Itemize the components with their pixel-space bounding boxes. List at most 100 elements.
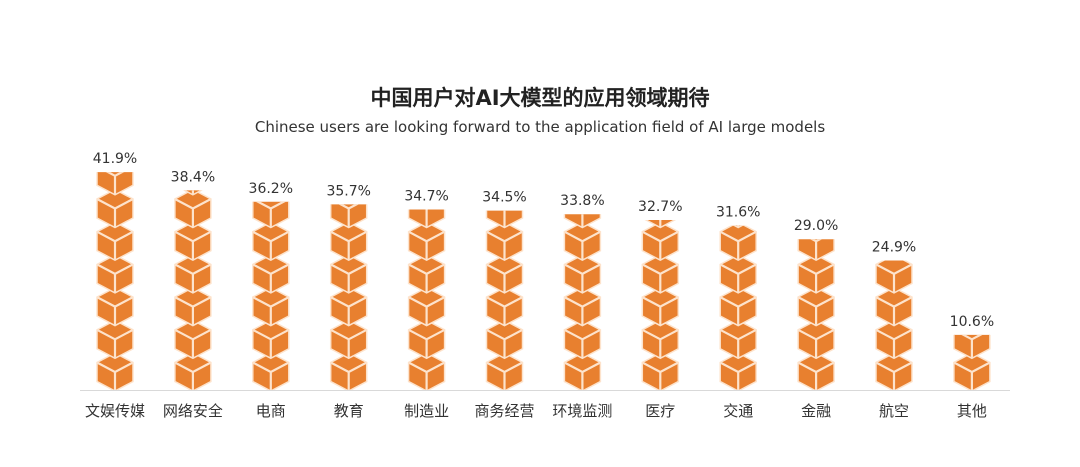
cube-icon bbox=[797, 352, 835, 390]
cube-icon bbox=[875, 352, 913, 390]
cube-icon bbox=[329, 204, 368, 229]
x-tick-label: 交通 bbox=[723, 402, 753, 420]
x-tick-label: 金融 bbox=[801, 402, 831, 420]
cube-icon bbox=[485, 221, 524, 262]
cube-icon bbox=[485, 210, 524, 229]
bar bbox=[953, 334, 991, 391]
cube-icon bbox=[875, 260, 913, 294]
data-label: 41.9% bbox=[93, 151, 137, 167]
cube-icon bbox=[563, 214, 602, 229]
cube-icon bbox=[96, 221, 134, 262]
cube-icon bbox=[252, 319, 290, 360]
bar bbox=[252, 201, 290, 390]
cube-icon bbox=[174, 190, 212, 229]
chart-subtitle: Chinese users are looking forward to the… bbox=[254, 118, 826, 136]
cube-icon bbox=[563, 221, 602, 262]
cube-icon bbox=[563, 352, 602, 390]
cube-icon bbox=[563, 319, 602, 360]
cube-icon bbox=[719, 286, 757, 327]
cube-icon bbox=[563, 254, 602, 294]
data-label: 24.9% bbox=[872, 240, 916, 256]
bar bbox=[719, 225, 757, 390]
cube-icon bbox=[485, 319, 524, 360]
cube-icon bbox=[485, 254, 524, 294]
x-tick-label: 环境监测 bbox=[552, 402, 612, 420]
cube-icon bbox=[96, 286, 134, 327]
cube-icon bbox=[329, 221, 368, 262]
cube-icon bbox=[875, 286, 913, 327]
cube-icon bbox=[96, 319, 134, 360]
cube-icon bbox=[182, 190, 203, 196]
x-tick-label: 商务经营 bbox=[474, 402, 534, 420]
cube-icon bbox=[407, 319, 446, 360]
x-tick-label: 医疗 bbox=[645, 402, 675, 420]
x-tick-label: 电商 bbox=[256, 402, 286, 420]
bar bbox=[96, 172, 134, 390]
data-label: 29.0% bbox=[794, 218, 838, 234]
x-tick-label: 网络安全 bbox=[163, 402, 223, 420]
cube-icon bbox=[96, 352, 134, 390]
cube-icon bbox=[407, 286, 446, 327]
cube-icon bbox=[329, 254, 368, 294]
bar bbox=[407, 209, 446, 390]
cube-icon bbox=[797, 254, 835, 294]
data-label: 34.7% bbox=[404, 189, 448, 205]
cube-icon bbox=[252, 254, 290, 294]
x-tick-label: 教育 bbox=[334, 402, 364, 420]
cube-icon bbox=[641, 352, 680, 390]
cube-icon bbox=[797, 239, 835, 262]
cube-icon bbox=[329, 319, 368, 360]
cube-icon bbox=[719, 319, 757, 360]
cube-icon bbox=[174, 286, 212, 327]
cube-icon bbox=[252, 221, 290, 262]
cube-icon bbox=[641, 221, 680, 262]
chart-title: 中国用户对AI大模型的应用领域期待 bbox=[370, 86, 710, 110]
bar bbox=[797, 239, 835, 390]
cube-icon bbox=[485, 286, 524, 327]
cube-icon bbox=[641, 286, 680, 327]
cube-icon bbox=[174, 319, 212, 360]
cube-icon bbox=[719, 352, 757, 390]
cube-icon bbox=[329, 352, 368, 390]
cube-icon bbox=[329, 286, 368, 327]
cube-icon bbox=[875, 319, 913, 360]
cube-icon bbox=[953, 334, 991, 360]
cube-icon bbox=[644, 219, 677, 229]
data-label: 33.8% bbox=[560, 193, 604, 209]
cube-icon bbox=[252, 352, 290, 390]
bar bbox=[485, 210, 524, 390]
x-tick-label: 文娱传媒 bbox=[85, 402, 145, 420]
bar bbox=[329, 204, 368, 390]
cube-icon bbox=[407, 352, 446, 390]
cube-icon bbox=[797, 319, 835, 360]
cube-icon bbox=[953, 352, 991, 391]
cube-icon bbox=[641, 319, 680, 360]
bar bbox=[174, 190, 212, 390]
cube-icon bbox=[407, 221, 446, 262]
x-tick-label: 制造业 bbox=[404, 402, 449, 420]
data-label: 38.4% bbox=[171, 169, 215, 185]
bar bbox=[563, 214, 602, 390]
x-tick-label: 其他 bbox=[957, 402, 987, 420]
data-label: 35.7% bbox=[326, 183, 370, 199]
data-label: 36.2% bbox=[249, 181, 293, 197]
data-label: 32.7% bbox=[638, 199, 682, 215]
cube-icon bbox=[174, 221, 212, 262]
data-label: 10.6% bbox=[950, 314, 994, 330]
data-label: 34.5% bbox=[482, 190, 526, 206]
bar bbox=[641, 219, 680, 390]
cube-icon bbox=[96, 188, 134, 229]
bar bbox=[875, 260, 913, 390]
cube-icon bbox=[252, 201, 290, 229]
cube-icon bbox=[174, 352, 212, 390]
cube-icon bbox=[485, 352, 524, 390]
cube-icon bbox=[563, 286, 602, 327]
cube-icon bbox=[719, 254, 757, 294]
cube-icon bbox=[96, 254, 134, 294]
cube-icon bbox=[733, 225, 744, 229]
cube-icon bbox=[174, 254, 212, 294]
data-label: 31.6% bbox=[716, 205, 760, 221]
x-tick-label: 航空 bbox=[879, 402, 909, 420]
